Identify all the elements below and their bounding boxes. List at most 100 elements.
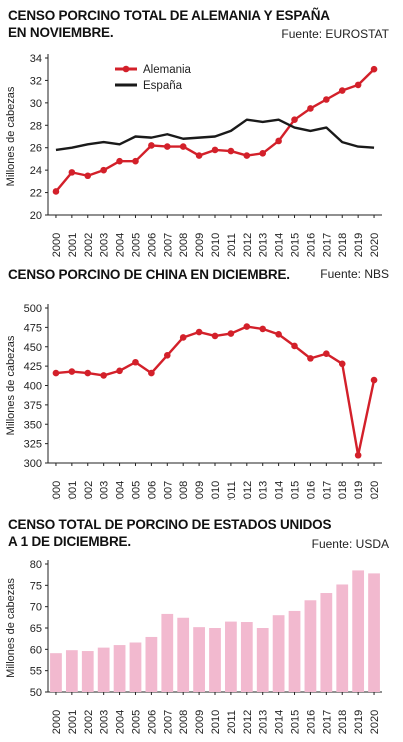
data-point [211, 146, 219, 154]
x-tick-label: 2014 [274, 233, 286, 257]
x-tick-label: 2000 [51, 710, 63, 734]
x-tick-label: 2007 [162, 481, 174, 500]
x-tick-label: 2013 [258, 710, 270, 734]
y-tick-label: 28 [30, 120, 42, 132]
x-tick-label: 2004 [115, 233, 127, 257]
x-tick-label: 2013 [258, 481, 270, 500]
data-point [259, 325, 267, 333]
data-point [323, 96, 330, 103]
bar [65, 650, 78, 692]
bar [97, 647, 110, 692]
x-tick-label: 2017 [321, 481, 333, 500]
bar [129, 642, 142, 692]
data-point [291, 116, 298, 123]
y-tick-label: 24 [30, 165, 42, 177]
x-tick-label: 2005 [130, 233, 142, 257]
chart-title-1-line-2: EN NOVIEMBRE. [8, 25, 114, 40]
x-tick-label: 2011 [226, 233, 238, 257]
y-tick-label: 300 [24, 458, 42, 470]
bar [161, 613, 174, 692]
y-tick-label: 50 [30, 687, 42, 699]
x-tick-label: 2012 [242, 233, 254, 257]
x-tick-label: 2000 [51, 233, 63, 257]
data-point [323, 350, 330, 358]
data-point [52, 369, 60, 377]
x-tick-label: 2008 [178, 233, 190, 257]
data-point [195, 328, 203, 336]
bar [113, 645, 126, 692]
data-point [227, 147, 235, 155]
y-axis-label: Millones de cabezas [5, 86, 17, 186]
x-tick-label: 2001 [67, 481, 79, 500]
x-tick-label: 2006 [146, 710, 158, 734]
bar [352, 570, 365, 692]
x-tick-label: 2007 [162, 710, 174, 734]
x-tick-label: 2008 [178, 710, 190, 734]
x-tick-label: 2002 [83, 481, 95, 500]
y-axis-label: Millones de cabezas [5, 578, 17, 678]
x-tick-label: 2004 [115, 481, 127, 500]
y-tick-label: 26 [30, 143, 42, 155]
chart-title-2-line-1: CENSO PORCINO DE CHINA EN DICIEMBRE. [8, 267, 290, 282]
data-point [370, 376, 378, 384]
chart-title-1: CENSO PORCINO TOTAL DE ALEMANIA Y ESPAÑA… [8, 7, 330, 41]
legend-label: Alemania [143, 64, 192, 76]
bar [177, 617, 190, 692]
y-tick-label: 475 [24, 322, 42, 334]
x-tick-label: 2016 [305, 481, 317, 500]
bar [193, 627, 205, 692]
x-tick-label: 2019 [353, 481, 365, 500]
x-tick-label: 2006 [146, 481, 158, 500]
x-tick-label: 2016 [305, 233, 317, 257]
x-tick-label: 2017 [321, 233, 333, 257]
data-point [116, 367, 123, 375]
bar-chart-usa: 50 55 60 65 70 75 80 Millones de cabezas 2000 200… [5, 559, 382, 734]
chart-title-1-line-1: CENSO PORCINO TOTAL DE ALEMANIA Y ESPAÑA [8, 8, 330, 23]
y-tick-label: 70 [30, 602, 42, 614]
data-point [116, 157, 123, 165]
chart-source-1: Fuente: EUROSTAT [281, 27, 389, 41]
x-tick-label: 2014 [274, 710, 286, 734]
data-point [148, 142, 155, 149]
x-tick-label: 2004 [115, 710, 127, 734]
x-tick-label: 2019 [353, 710, 365, 734]
x-tick-label: 2013 [258, 233, 270, 257]
data-point [211, 332, 219, 340]
x-tick-label: 2001 [67, 710, 79, 734]
data-point [100, 166, 107, 174]
chart-source-3: Fuente: USDA [311, 537, 389, 551]
x-tick-label: 2000 [51, 481, 63, 500]
y-tick-label: 22 [30, 188, 42, 200]
chart-title-3-line-2: A 1 DE DICIEMBRE. [8, 534, 131, 549]
x-tick-label: 2006 [146, 233, 158, 257]
x-tick-label: 2003 [99, 481, 111, 500]
x-tick-label: 2017 [321, 710, 333, 734]
data-point [307, 105, 314, 112]
x-tick-label: 2005 [130, 481, 142, 500]
x-tick-label: 2018 [337, 233, 349, 257]
y-tick-label: 450 [24, 342, 42, 354]
data-point [68, 169, 76, 176]
chart-title-2: CENSO PORCINO DE CHINA EN DICIEMBRE. [8, 266, 290, 283]
chart-title-3-line-1: CENSO TOTAL DE PORCINO DE ESTADOS UNIDOS [8, 517, 332, 532]
x-tick-label: 2019 [353, 233, 365, 257]
x-tick-label: 2003 [99, 710, 111, 734]
chart-panel-china: CENSO PORCINO DE CHINA EN DICIEMBRE. Fue… [8, 266, 389, 283]
y-tick-label: 75 [30, 580, 42, 592]
data-point [148, 369, 155, 377]
y-tick-label: 55 [30, 666, 42, 678]
x-tick-label: 2010 [210, 481, 222, 500]
x-tick-label: 2005 [130, 710, 142, 734]
chart-panel-germany-spain: CENSO PORCINO TOTAL DE ALEMANIA Y ESPAÑA… [0, 0, 403, 258]
y-tick-label: 65 [30, 623, 42, 635]
x-tick-label: 2007 [162, 233, 174, 257]
bar [304, 600, 317, 692]
line-chart-china: 300 325 350 375 400 425 450 475 500 Millones de c… [5, 303, 382, 500]
y-tick-label: 350 [24, 419, 42, 431]
data-point [163, 143, 171, 150]
x-tick-label: 2002 [83, 710, 95, 734]
y-tick-label: 60 [30, 644, 42, 656]
bar [368, 573, 380, 692]
x-tick-label: 2009 [194, 233, 206, 257]
